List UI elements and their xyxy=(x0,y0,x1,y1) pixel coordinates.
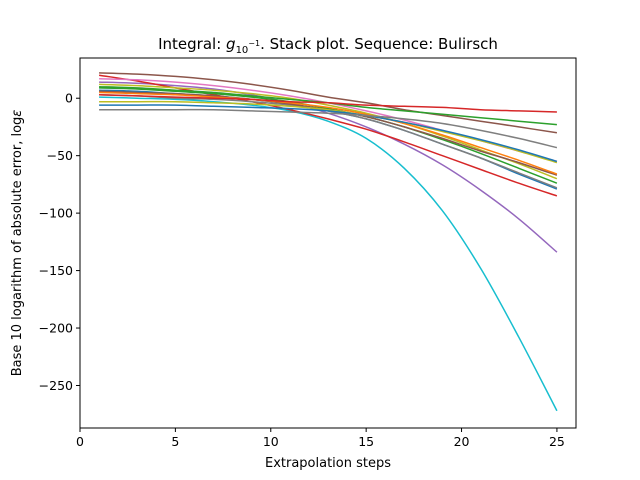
y-tick-label: −50 xyxy=(47,148,73,163)
series-line-14 xyxy=(99,72,558,134)
x-axis-label: Extrapolation steps xyxy=(265,456,391,471)
x-tick-label: 20 xyxy=(454,434,470,449)
y-tick-label: −150 xyxy=(39,263,73,278)
series-line-16 xyxy=(99,94,557,113)
x-tick-label: 10 xyxy=(263,434,279,449)
x-tick-label: 0 xyxy=(76,434,84,449)
series-line-12 xyxy=(99,104,558,163)
series-line-9 xyxy=(99,91,558,175)
y-tick-label: 0 xyxy=(65,91,73,106)
y-axis-ticks: 0 −50 −100 −150 −200 −250 xyxy=(39,91,80,393)
y-tick-label: −100 xyxy=(39,206,73,221)
x-axis-ticks: 0 5 10 15 20 25 xyxy=(76,428,565,449)
x-tick-label: 15 xyxy=(358,434,374,449)
chart-title: Integral: g10−1. Stack plot. Sequence: B… xyxy=(158,35,498,56)
x-tick-label: 5 xyxy=(171,434,179,449)
y-tick-label: −250 xyxy=(39,378,73,393)
x-tick-label: 25 xyxy=(549,434,565,449)
series-line-7 xyxy=(99,83,558,180)
y-axis-label: Base 10 logarithm of absolute error, log… xyxy=(10,110,25,377)
series-line-1 xyxy=(99,96,558,412)
series-line-11 xyxy=(99,100,558,164)
series-line-6 xyxy=(99,87,558,184)
plot-frame xyxy=(79,57,577,429)
y-tick-label: −200 xyxy=(39,321,73,336)
series-line-13 xyxy=(99,108,558,149)
series-layer xyxy=(98,72,558,412)
